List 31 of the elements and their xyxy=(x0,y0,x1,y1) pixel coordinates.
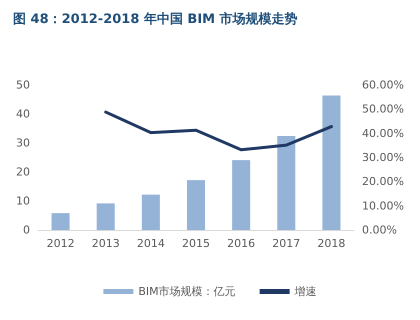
bar xyxy=(52,213,70,230)
y-tick-label: 20 xyxy=(16,166,30,178)
x-tick-label: 2012 xyxy=(46,237,75,250)
y-tick-label: 40 xyxy=(16,108,30,120)
bar xyxy=(142,194,160,230)
bar xyxy=(322,95,340,230)
y-tick-label: 10 xyxy=(16,194,30,208)
y2-tick-label: 10.00% xyxy=(362,199,404,212)
x-tick-label: 2017 xyxy=(272,237,300,250)
x-tick-label: 2013 xyxy=(92,237,120,250)
bar xyxy=(232,160,250,230)
y2-tick-label: 0.00% xyxy=(362,224,397,236)
line-series xyxy=(104,110,333,152)
bar xyxy=(186,180,206,230)
bar xyxy=(96,203,115,230)
x-tick-label: 2015 xyxy=(182,237,210,250)
legend-label: 增速 xyxy=(294,285,317,298)
chart-title: 图 48：2012-2018 年中国 BIM 市场规模走势 xyxy=(13,11,298,27)
legend-label: BIM市场规模：亿元 xyxy=(138,285,236,298)
bar xyxy=(277,136,296,230)
x-tick-label: 2018 xyxy=(317,237,346,250)
y2-tick-label: 50.00% xyxy=(362,102,404,116)
y2-tick-label: 60.00% xyxy=(362,78,404,92)
y-tick-label: 0 xyxy=(23,224,30,236)
y-tick-label: 30 xyxy=(16,136,30,150)
y-tick-label: 50 xyxy=(16,78,30,92)
y2-tick-label: 30.00% xyxy=(362,151,404,164)
x-tick-label: 2016 xyxy=(227,237,256,250)
y2-tick-label: 40.00% xyxy=(362,126,404,140)
y2-tick-label: 20.00% xyxy=(362,175,404,188)
x-tick-label: 2014 xyxy=(136,237,165,250)
